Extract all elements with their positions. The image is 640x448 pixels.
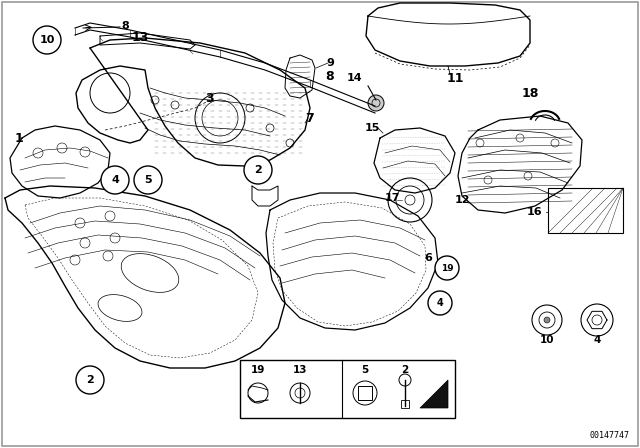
Text: 5: 5 — [144, 175, 152, 185]
Text: 00147747: 00147747 — [590, 431, 630, 440]
Text: 3: 3 — [205, 91, 214, 104]
Text: 2: 2 — [86, 375, 94, 385]
Text: 5: 5 — [362, 365, 369, 375]
Text: 2: 2 — [254, 165, 262, 175]
Circle shape — [134, 166, 162, 194]
Text: 13: 13 — [292, 365, 307, 375]
Text: 16: 16 — [526, 207, 542, 217]
Text: 8: 8 — [326, 69, 334, 82]
Text: 7: 7 — [306, 112, 314, 125]
Text: 15: 15 — [364, 123, 380, 133]
Text: 1: 1 — [15, 132, 24, 145]
Text: 4: 4 — [593, 335, 601, 345]
Text: 13: 13 — [131, 30, 148, 43]
Circle shape — [368, 95, 384, 111]
Text: 10: 10 — [540, 335, 554, 345]
Text: 18: 18 — [522, 86, 539, 99]
Circle shape — [101, 166, 129, 194]
Text: 8: 8 — [121, 21, 129, 31]
Text: 10: 10 — [39, 35, 54, 45]
Circle shape — [544, 317, 550, 323]
Text: 4: 4 — [436, 298, 444, 308]
Circle shape — [428, 291, 452, 315]
Circle shape — [244, 156, 272, 184]
Text: 14: 14 — [347, 73, 363, 83]
Text: 6: 6 — [424, 253, 432, 263]
Text: 11: 11 — [446, 72, 464, 85]
Bar — [548, 188, 623, 233]
Circle shape — [76, 366, 104, 394]
Text: 2: 2 — [401, 365, 408, 375]
Circle shape — [435, 256, 459, 280]
Circle shape — [33, 26, 61, 54]
Text: 9: 9 — [326, 58, 334, 68]
Text: 4: 4 — [111, 175, 119, 185]
Bar — [358, 386, 372, 400]
Text: 17: 17 — [384, 193, 400, 203]
Text: 19: 19 — [251, 365, 265, 375]
Text: 12: 12 — [454, 195, 470, 205]
Text: 19: 19 — [441, 263, 453, 272]
Polygon shape — [420, 380, 448, 408]
Bar — [401, 400, 409, 408]
Bar — [240, 360, 455, 418]
